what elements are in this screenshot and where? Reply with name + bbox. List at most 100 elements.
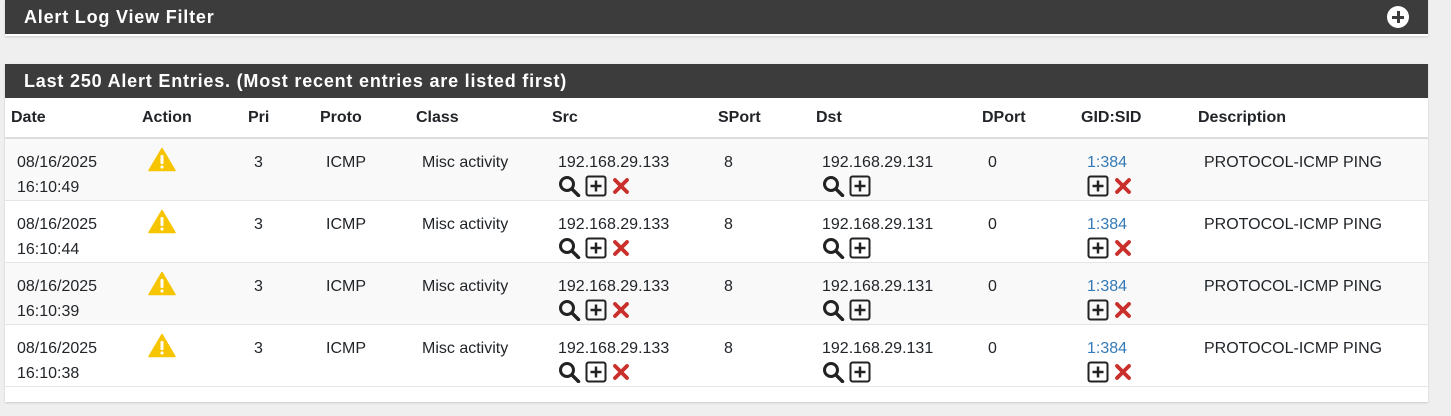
- dport-cell: 0: [976, 262, 1075, 325]
- class-cell: Misc activity: [410, 200, 546, 263]
- date-cell: 08/16/2025 16:10:44: [5, 200, 136, 263]
- src-ip: 192.168.29.133: [558, 340, 670, 357]
- proto-cell: ICMP: [314, 200, 410, 263]
- column-header[interactable]: GID:SID: [1075, 98, 1192, 139]
- remove-icon[interactable]: [611, 176, 631, 196]
- sport-cell: 8: [712, 324, 810, 387]
- description-value: PROTOCOL-ICMP PING: [1204, 216, 1383, 233]
- gidsid-link[interactable]: 1:384: [1087, 278, 1128, 295]
- alerts-panel-heading: Last 250 Alert Entries. (Most recent ent…: [5, 64, 1428, 98]
- priority-value: 3: [254, 278, 263, 295]
- gidsid-cell: 1:384: [1075, 324, 1192, 387]
- search-icon[interactable]: [558, 175, 581, 197]
- add-suppress-icon[interactable]: [1087, 175, 1109, 197]
- search-icon[interactable]: [822, 299, 845, 321]
- add-suppress-icon[interactable]: [849, 237, 871, 259]
- gidsid-link[interactable]: 1:384: [1087, 154, 1128, 171]
- class-value: Misc activity: [422, 278, 509, 295]
- action-cell: [136, 324, 242, 387]
- search-icon[interactable]: [558, 361, 581, 383]
- search-icon[interactable]: [558, 237, 581, 259]
- dport-value: 0: [988, 216, 997, 233]
- column-header[interactable]: DPort: [976, 98, 1075, 139]
- dport-value: 0: [988, 154, 997, 171]
- gidsid-actions: [1087, 299, 1192, 321]
- class-value: Misc activity: [422, 340, 509, 357]
- warning-icon: [148, 209, 176, 234]
- priority-cell: 3: [242, 138, 314, 201]
- alerts-panel-title: Last 250 Alert Entries. (Most recent ent…: [24, 71, 568, 91]
- description-value: PROTOCOL-ICMP PING: [1204, 340, 1383, 357]
- column-header[interactable]: Dst: [810, 98, 976, 139]
- priority-value: 3: [254, 154, 263, 171]
- proto-cell: ICMP: [314, 262, 410, 325]
- column-header[interactable]: Class: [410, 98, 546, 139]
- column-header[interactable]: Pri: [242, 98, 314, 139]
- remove-icon[interactable]: [1113, 300, 1133, 320]
- description-cell: PROTOCOL-ICMP PING: [1192, 262, 1428, 325]
- add-suppress-icon[interactable]: [585, 299, 607, 321]
- remove-icon[interactable]: [611, 300, 631, 320]
- table-row: 08/16/2025 16:10:49 3 ICMP Misc activity…: [5, 138, 1428, 201]
- add-suppress-icon[interactable]: [849, 361, 871, 383]
- dst-cell: 192.168.29.131: [810, 262, 976, 325]
- description-cell: PROTOCOL-ICMP PING: [1192, 200, 1428, 263]
- add-suppress-icon[interactable]: [849, 299, 871, 321]
- add-suppress-icon[interactable]: [585, 361, 607, 383]
- src-cell: 192.168.29.133: [546, 200, 712, 263]
- gidsid-actions: [1087, 237, 1192, 259]
- add-suppress-icon[interactable]: [585, 175, 607, 197]
- remove-icon[interactable]: [1113, 176, 1133, 196]
- gidsid-link[interactable]: 1:384: [1087, 216, 1128, 233]
- add-suppress-icon[interactable]: [849, 175, 871, 197]
- action-cell: [136, 200, 242, 263]
- add-suppress-icon[interactable]: [1087, 237, 1109, 259]
- dst-actions: [822, 361, 976, 383]
- plus-circle-icon[interactable]: [1387, 6, 1409, 28]
- action-cell: [136, 138, 242, 201]
- add-suppress-icon[interactable]: [1087, 361, 1109, 383]
- remove-icon[interactable]: [611, 238, 631, 258]
- dport-cell: 0: [976, 324, 1075, 387]
- gidsid-actions: [1087, 175, 1192, 197]
- alert-date: 08/16/2025: [17, 216, 98, 233]
- sport-value: 8: [724, 154, 733, 171]
- search-icon[interactable]: [558, 299, 581, 321]
- column-header[interactable]: Src: [546, 98, 712, 139]
- filter-panel-heading[interactable]: Alert Log View Filter: [5, 0, 1428, 34]
- column-header[interactable]: Action: [136, 98, 242, 139]
- gidsid-cell: 1:384: [1075, 138, 1192, 201]
- table-row: 08/16/2025 16:10:38 3 ICMP Misc activity…: [5, 324, 1428, 387]
- dport-value: 0: [988, 278, 997, 295]
- dst-actions: [822, 175, 976, 197]
- remove-icon[interactable]: [1113, 238, 1133, 258]
- class-cell: Misc activity: [410, 138, 546, 201]
- src-actions: [558, 299, 712, 321]
- column-header[interactable]: Description: [1192, 98, 1428, 139]
- proto-value: ICMP: [326, 216, 366, 233]
- search-icon[interactable]: [822, 361, 845, 383]
- alert-entries-panel: Last 250 Alert Entries. (Most recent ent…: [5, 64, 1428, 402]
- add-suppress-icon[interactable]: [1087, 299, 1109, 321]
- column-header[interactable]: Date: [5, 98, 136, 139]
- class-cell: Misc activity: [410, 262, 546, 325]
- date-cell: 08/16/2025 16:10:39: [5, 262, 136, 325]
- alert-date: 08/16/2025: [17, 340, 98, 357]
- dst-ip: 192.168.29.131: [822, 154, 934, 171]
- remove-icon[interactable]: [1113, 362, 1133, 382]
- search-icon[interactable]: [822, 175, 845, 197]
- add-suppress-icon[interactable]: [585, 237, 607, 259]
- alert-log-view-filter-panel: Alert Log View Filter: [5, 0, 1428, 36]
- table-row: 08/16/2025 16:10:39 3 ICMP Misc activity…: [5, 262, 1428, 325]
- column-header[interactable]: Proto: [314, 98, 410, 139]
- alert-time: 16:10:44: [17, 241, 80, 258]
- sport-cell: 8: [712, 200, 810, 263]
- gidsid-link[interactable]: 1:384: [1087, 340, 1128, 357]
- column-header[interactable]: SPort: [712, 98, 810, 139]
- dport-cell: 0: [976, 138, 1075, 201]
- search-icon[interactable]: [822, 237, 845, 259]
- remove-icon[interactable]: [611, 362, 631, 382]
- dst-ip: 192.168.29.131: [822, 340, 934, 357]
- alert-time: 16:10:39: [17, 303, 80, 320]
- description-value: PROTOCOL-ICMP PING: [1204, 278, 1383, 295]
